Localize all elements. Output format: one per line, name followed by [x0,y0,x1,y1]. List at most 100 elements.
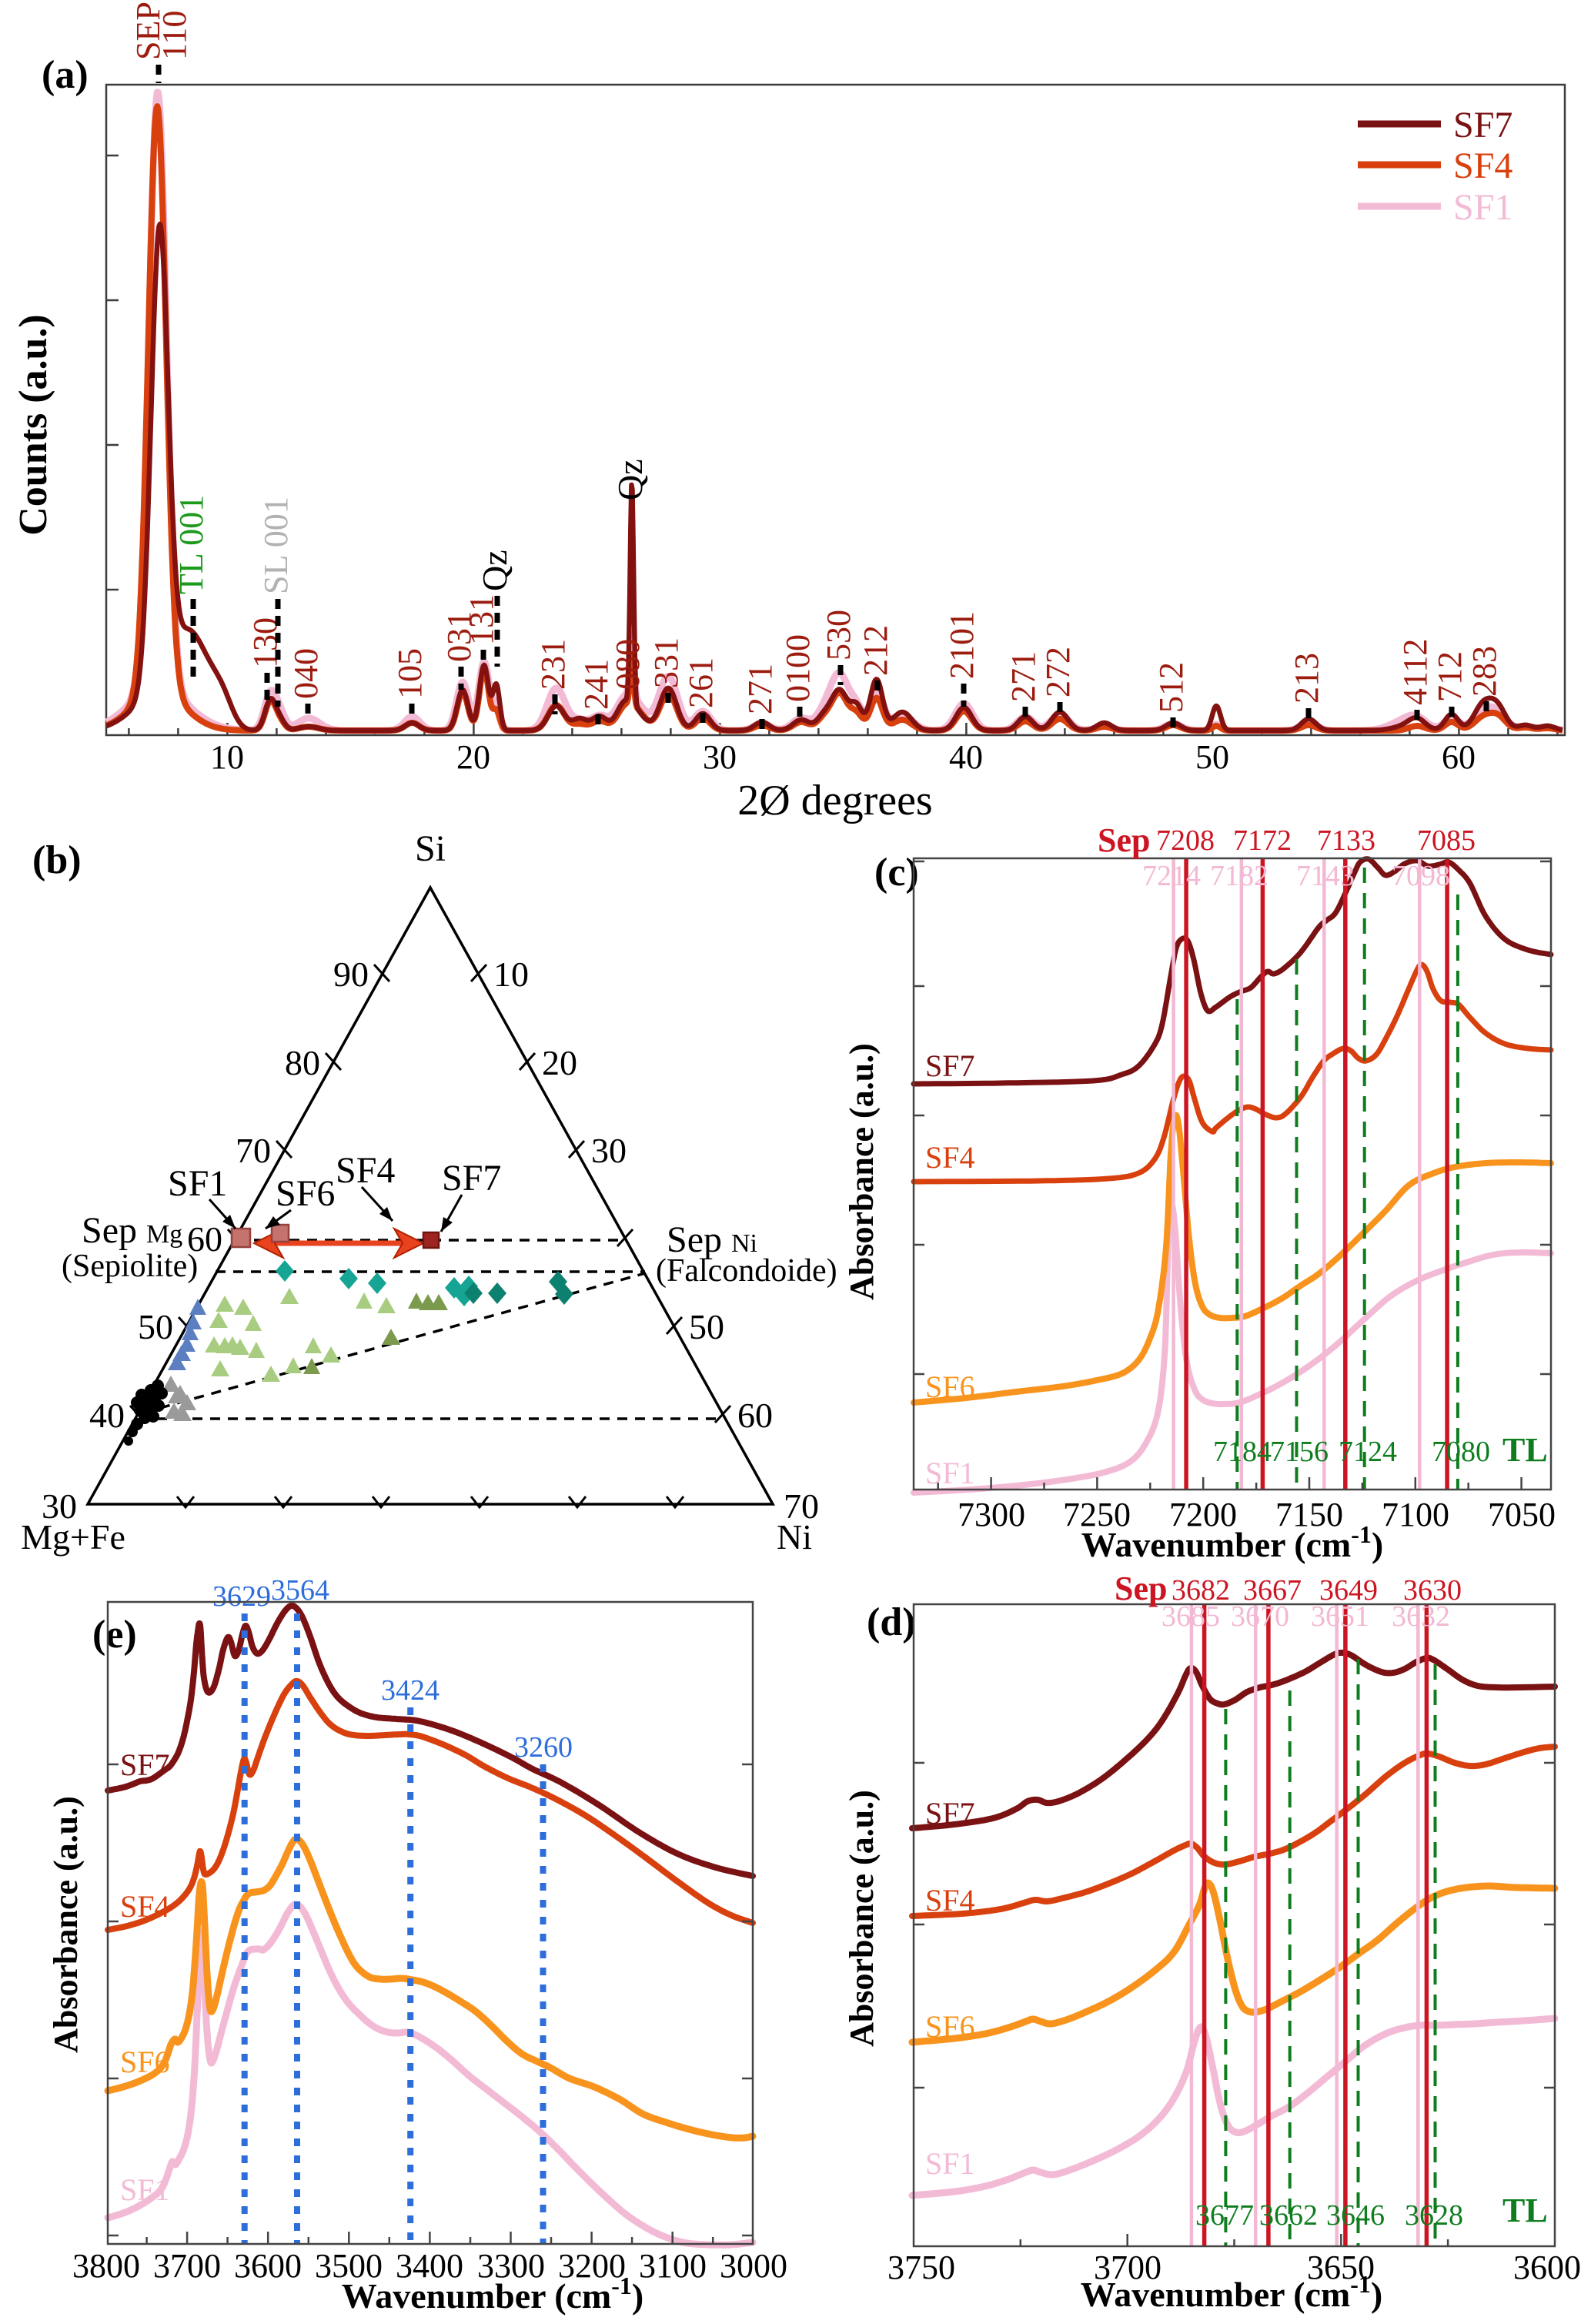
svg-text:TL: TL [1502,1431,1548,1469]
svg-text:512: 512 [1152,662,1190,713]
svg-text:(d): (d) [867,1600,916,1644]
svg-text:241: 241 [577,659,615,710]
svg-text:30: 30 [703,738,737,776]
svg-text:271: 271 [741,664,779,714]
svg-text:40: 40 [949,738,983,776]
svg-text:7184: 7184 [1213,1436,1272,1468]
svg-text:712: 712 [1431,651,1469,702]
svg-text:SF4: SF4 [925,1883,975,1918]
svg-text:70: 70 [236,1131,271,1170]
svg-text:7156: 7156 [1270,1436,1329,1468]
svg-text:0100: 0100 [779,634,817,702]
svg-text:7085: 7085 [1417,824,1476,857]
svg-text:SF1: SF1 [120,2172,170,2207]
svg-text:3000: 3000 [720,2247,787,2285]
svg-text:7172: 7172 [1233,824,1292,857]
svg-text:10: 10 [210,738,244,776]
svg-text:Ni: Ni [777,1517,812,1557]
svg-text:Counts (a.u.): Counts (a.u.) [12,314,55,536]
svg-text:7133: 7133 [1317,824,1375,857]
svg-text:SF7: SF7 [925,1796,975,1831]
svg-text:Mg+Fe: Mg+Fe [21,1517,125,1557]
svg-text:SF1: SF1 [925,2146,975,2181]
svg-text:Si: Si [415,828,446,869]
svg-text:3667: 3667 [1243,1574,1302,1607]
svg-text:(Falcondoide): (Falcondoide) [656,1253,837,1289]
svg-text:213: 213 [1288,653,1325,704]
svg-text:Wavenumber (cm-1): Wavenumber (cm-1) [1081,1520,1384,1564]
svg-text:SF7: SF7 [925,1048,975,1083]
svg-text:3600: 3600 [1513,2249,1581,2286]
svg-text:20: 20 [456,738,490,776]
svg-text:60: 60 [187,1219,222,1259]
svg-text:SF4: SF4 [925,1140,975,1175]
svg-text:3200: 3200 [558,2247,626,2285]
svg-text:3650: 3650 [1307,2249,1375,2286]
svg-text:TL 001: TL 001 [172,495,210,594]
svg-text:SF1: SF1 [168,1163,227,1204]
svg-text:20: 20 [542,1043,577,1082]
svg-text:30: 30 [591,1131,627,1170]
svg-text:105: 105 [391,648,429,699]
svg-text:331: 331 [647,637,685,688]
svg-text:SF1: SF1 [925,1456,975,1490]
svg-text:7250: 7250 [1063,1496,1131,1533]
svg-text:110: 110 [155,11,193,60]
svg-text:3677: 3677 [1195,2199,1254,2232]
svg-text:50: 50 [138,1307,173,1346]
svg-text:3670: 3670 [1231,1600,1289,1633]
svg-text:3646: 3646 [1326,2199,1385,2232]
svg-text:Absorbance (a.u.): Absorbance (a.u.) [843,1043,881,1300]
svg-text:7208: 7208 [1156,824,1215,857]
svg-text:212: 212 [857,625,894,676]
svg-text:SEP: SEP [129,2,167,60]
svg-text:3700: 3700 [153,2247,221,2285]
svg-text:3600: 3600 [234,2247,302,2285]
svg-text:7150: 7150 [1275,1496,1343,1533]
svg-text:90: 90 [333,955,369,994]
svg-text:10: 10 [493,955,529,994]
svg-text:3630: 3630 [1403,1574,1462,1607]
svg-text:283: 283 [1466,646,1503,697]
svg-text:7214: 7214 [1142,860,1201,892]
svg-text:3651: 3651 [1311,1600,1369,1633]
svg-text:(Sepiolite): (Sepiolite) [62,1249,198,1284]
svg-text:7098: 7098 [1392,860,1450,892]
svg-text:3300: 3300 [477,2247,545,2285]
svg-text:4112: 4112 [1396,639,1434,705]
svg-text:261: 261 [682,657,720,708]
svg-text:SF4: SF4 [1453,145,1512,186]
svg-text:3700: 3700 [1094,2249,1161,2286]
svg-text:3628: 3628 [1405,2199,1463,2232]
svg-text:SF6: SF6 [925,2009,975,2044]
svg-text:7124: 7124 [1339,1436,1397,1468]
svg-text:60: 60 [1442,738,1476,776]
svg-text:Absorbance (a.u.): Absorbance (a.u.) [47,1796,85,2053]
svg-text:3632: 3632 [1392,1600,1450,1633]
svg-text:3800: 3800 [72,2247,140,2285]
svg-text:031: 031 [440,611,478,662]
svg-text:SF7: SF7 [120,1747,170,1782]
svg-text:(b): (b) [32,838,82,882]
svg-text:Wavenumber (cm-1): Wavenumber (cm-1) [1081,2270,1383,2314]
svg-text:(a): (a) [42,53,89,97]
svg-text:Wavenumber (cm-1): Wavenumber (cm-1) [342,2272,644,2316]
svg-text:271: 271 [1004,651,1042,702]
svg-text:3649: 3649 [1319,1574,1378,1607]
svg-text:3260: 3260 [514,1731,573,1764]
svg-text:SF6: SF6 [925,1369,975,1404]
svg-text:Qz: Qz [610,459,650,500]
svg-text:(e): (e) [92,1613,137,1657]
svg-text:SF4: SF4 [120,1889,170,1924]
svg-text:SL 001: SL 001 [257,497,295,594]
svg-text:3662: 3662 [1259,2199,1318,2232]
svg-text:080: 080 [609,639,647,690]
svg-text:2101: 2101 [943,611,981,679]
svg-text:7143: 7143 [1296,860,1355,892]
svg-text:30: 30 [42,1486,77,1526]
svg-text:3629: 3629 [212,1580,271,1613]
svg-text:SF1: SF1 [1453,187,1512,228]
svg-text:3750: 3750 [887,2249,955,2286]
svg-text:7300: 7300 [958,1496,1025,1533]
svg-text:(c): (c) [874,851,919,894]
